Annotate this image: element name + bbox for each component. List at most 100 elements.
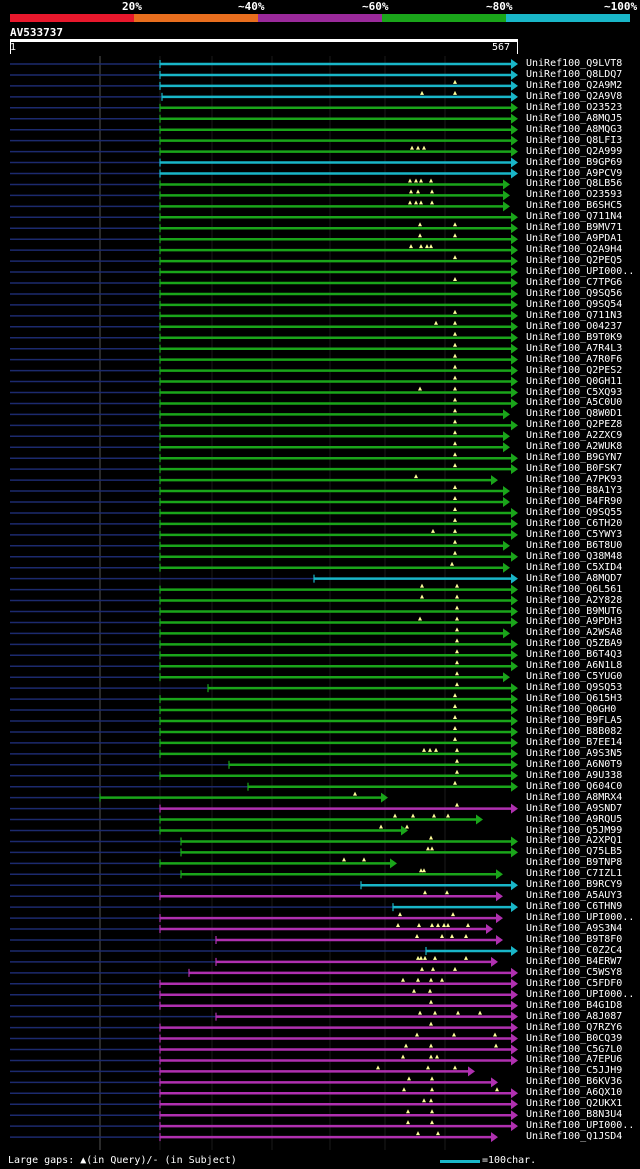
- hit-label[interactable]: UniRef100_A7EPU6: [526, 1054, 623, 1066]
- hit-label[interactable]: UniRef100_C5YUG0: [526, 671, 623, 683]
- hit-label[interactable]: UniRef100_A5AUY3: [526, 890, 623, 902]
- hit-label[interactable]: UniRef100_Q5ZBA9: [526, 638, 623, 650]
- hit-label[interactable]: UniRef100_A2WUK8: [526, 441, 623, 453]
- hit-label[interactable]: UniRef100_O23523: [526, 101, 623, 113]
- hit-label[interactable]: UniRef100_C7IZL1: [526, 868, 623, 880]
- hit-label[interactable]: UniRef100_Q9SQ55: [526, 506, 623, 518]
- hit-label[interactable]: UniRef100_A2WSA8: [526, 627, 623, 639]
- hit-label[interactable]: UniRef100_B9RCY9: [526, 879, 623, 891]
- hit-label[interactable]: UniRef100_B4FR90: [526, 496, 623, 507]
- hit-label[interactable]: UniRef100_Q9SQ54: [526, 298, 623, 310]
- hit-label[interactable]: UniRef100_UPI000..: [526, 1120, 635, 1132]
- hit-label[interactable]: UniRef100_B4G1D8: [526, 999, 623, 1011]
- hit-label[interactable]: UniRef100_B6T8U0: [526, 539, 623, 551]
- hit-label[interactable]: UniRef100_Q38M48: [526, 550, 623, 562]
- hit-label[interactable]: UniRef100_B6T4Q3: [526, 649, 623, 661]
- hit-label[interactable]: UniRef100_B9GYN7: [526, 452, 623, 464]
- hit-label[interactable]: UniRef100_A9S3N5: [526, 747, 623, 759]
- hit-label[interactable]: UniRef100_C6THN9: [526, 901, 623, 913]
- hit-label[interactable]: UniRef100_Q2A999: [526, 145, 623, 157]
- hit-label[interactable]: UniRef100_Q8LDQ7: [526, 68, 623, 80]
- hit-label[interactable]: UniRef100_B0CQ39: [526, 1032, 623, 1044]
- hit-label[interactable]: UniRef100_A9U338: [526, 769, 623, 781]
- hit-label[interactable]: UniRef100_Q9SQ53: [526, 682, 623, 694]
- hit-label[interactable]: UniRef100_A8MRX4: [526, 791, 623, 803]
- hit-label[interactable]: UniRef100_C6TH20: [526, 517, 623, 529]
- hit-label[interactable]: UniRef100_B8A1Y3: [526, 485, 623, 497]
- hit-label[interactable]: UniRef100_Q75LB5: [526, 846, 623, 858]
- hit-label[interactable]: UniRef100_B9MV71: [526, 222, 623, 234]
- hit-label[interactable]: UniRef100_Q8W0D1: [526, 408, 623, 420]
- hit-label[interactable]: UniRef100_O23593: [526, 189, 623, 201]
- hit-label[interactable]: UniRef100_B9T8F0: [526, 934, 623, 945]
- hit-label[interactable]: UniRef100_Q2A9M2: [526, 79, 623, 91]
- hit-label[interactable]: UniRef100_A9PDH3: [526, 616, 623, 628]
- hit-label[interactable]: UniRef100_B0FSK7: [526, 463, 623, 475]
- hit-label[interactable]: UniRef100_C5G7L0: [526, 1043, 623, 1055]
- hit-label[interactable]: UniRef100_Q9SQ56: [526, 287, 623, 299]
- hit-label[interactable]: UniRef100_A6N1L8: [526, 660, 623, 672]
- hit-label[interactable]: UniRef100_B9T0K9: [526, 331, 623, 343]
- hit-label[interactable]: UniRef100_Q2A9H4: [526, 244, 623, 256]
- hit-label[interactable]: UniRef100_A9RQU5: [526, 813, 623, 825]
- hit-label[interactable]: UniRef100_Q6L561: [526, 583, 623, 595]
- hit-label[interactable]: UniRef100_A9PCV9: [526, 167, 623, 179]
- hit-arrow: [511, 1099, 518, 1110]
- hit-label[interactable]: UniRef100_Q711N3: [526, 309, 623, 321]
- hit-label[interactable]: UniRef100_A9PDA1: [526, 233, 623, 245]
- hit-label[interactable]: UniRef100_A2XPQ1: [526, 835, 623, 847]
- hit-label[interactable]: UniRef100_C5XID4: [526, 561, 623, 573]
- hit-label[interactable]: UniRef100_Q0GH0: [526, 704, 617, 716]
- hit-label[interactable]: UniRef100_Q9LVT8: [526, 58, 623, 69]
- hit-label[interactable]: UniRef100_B6KV36: [526, 1076, 623, 1088]
- hit-label[interactable]: UniRef100_C5YWY3: [526, 528, 623, 540]
- hit-label[interactable]: UniRef100_Q8LB56: [526, 178, 623, 190]
- hit-label[interactable]: UniRef100_A8MQJ5: [526, 112, 623, 124]
- hit-label[interactable]: UniRef100_Q2A9V8: [526, 90, 623, 102]
- hit-label[interactable]: UniRef100_A8J087: [526, 1010, 623, 1022]
- hit-label[interactable]: UniRef100_Q2PEQ5: [526, 255, 623, 267]
- hit-label[interactable]: UniRef100_C5JJH9: [526, 1065, 623, 1077]
- hit-label[interactable]: UniRef100_B4ERW7: [526, 955, 623, 967]
- hit-label[interactable]: UniRef100_A2ZXC9: [526, 430, 623, 442]
- hit-label[interactable]: UniRef100_B9TNP8: [526, 857, 623, 869]
- hit-label[interactable]: UniRef100_B8N3U4: [526, 1109, 623, 1121]
- hit-label[interactable]: UniRef100_C0Z2C4: [526, 944, 623, 956]
- hit-label[interactable]: UniRef100_C5FDF0: [526, 977, 623, 989]
- hit-label[interactable]: UniRef100_B8B082: [526, 725, 623, 737]
- hit-label[interactable]: UniRef100_A7PK93: [526, 474, 623, 486]
- hit-label[interactable]: UniRef100_Q711N4: [526, 211, 623, 223]
- hit-label[interactable]: UniRef100_A9S3N4: [526, 923, 623, 935]
- hit-label[interactable]: UniRef100_Q1JSD4: [526, 1131, 623, 1143]
- hit-label[interactable]: UniRef100_A2Y828: [526, 594, 623, 606]
- hit-label[interactable]: UniRef100_Q0GH11: [526, 375, 623, 387]
- hit-label[interactable]: UniRef100_Q5JM99: [526, 824, 623, 836]
- hit-label[interactable]: UniRef100_A8MQG3: [526, 123, 623, 135]
- hit-label[interactable]: UniRef100_O04237: [526, 320, 623, 332]
- hit-label[interactable]: UniRef100_C7TPG6: [526, 277, 623, 288]
- hit-label[interactable]: UniRef100_B9FLA5: [526, 715, 623, 726]
- hit-label[interactable]: UniRef100_UPI000..: [526, 266, 635, 278]
- hit-label[interactable]: UniRef100_B6SHC5: [526, 200, 623, 212]
- hit-label[interactable]: UniRef100_Q2UKX1: [526, 1098, 623, 1110]
- hit-label[interactable]: UniRef100_Q8LFI3: [526, 134, 623, 146]
- hit-label[interactable]: UniRef100_A7R0F6: [526, 353, 623, 365]
- hit-label[interactable]: UniRef100_Q2PES2: [526, 364, 623, 376]
- hit-label[interactable]: UniRef100_B7EE14: [526, 736, 623, 748]
- hit-label[interactable]: UniRef100_C5WSY8: [526, 966, 623, 978]
- hit-label[interactable]: UniRef100_A6QX10: [526, 1087, 623, 1099]
- hit-label[interactable]: UniRef100_C5XQ93: [526, 386, 623, 398]
- hit-label[interactable]: UniRef100_Q7RZY6: [526, 1021, 623, 1033]
- hit-label[interactable]: UniRef100_UPI000..: [526, 912, 635, 924]
- hit-label[interactable]: UniRef100_A9SND7: [526, 802, 623, 814]
- hit-label[interactable]: UniRef100_Q615H3: [526, 693, 623, 705]
- hit-label[interactable]: UniRef100_UPI000..: [526, 988, 635, 1000]
- hit-label[interactable]: UniRef100_A5C0U0: [526, 397, 623, 409]
- hit-label[interactable]: UniRef100_A6N0T9: [526, 758, 623, 770]
- hit-label[interactable]: UniRef100_Q2PEZ8: [526, 419, 623, 431]
- hit-label[interactable]: UniRef100_B9MUT6: [526, 605, 623, 617]
- hit-label[interactable]: UniRef100_Q604C0: [526, 780, 623, 792]
- hit-label[interactable]: UniRef100_A7R4L3: [526, 342, 623, 354]
- hit-label[interactable]: UniRef100_A8MQD7: [526, 572, 623, 584]
- hit-label[interactable]: UniRef100_B9GP69: [526, 156, 623, 168]
